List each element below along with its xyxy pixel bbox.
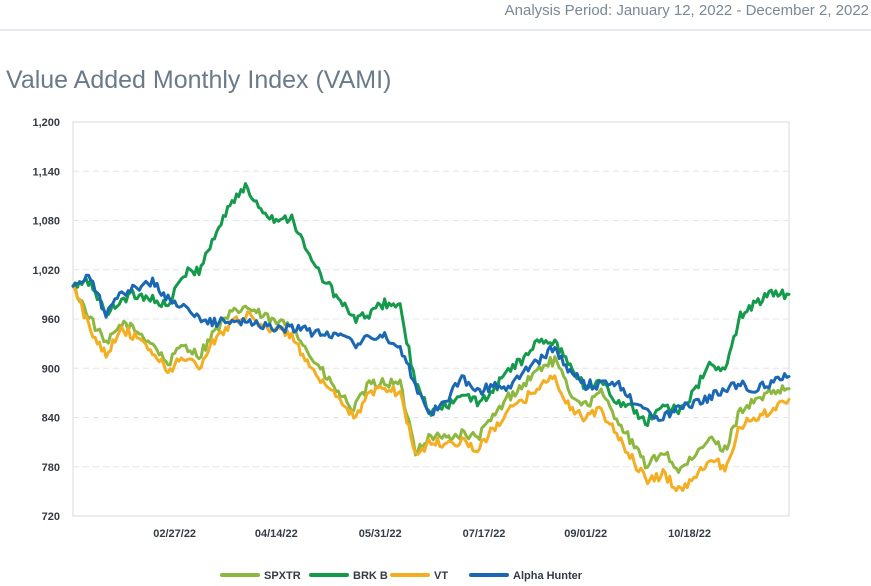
legend[interactable]: SPXTR BRK B VT Alpha Hunter: [220, 570, 583, 582]
plot-area: [72, 121, 790, 517]
x-tick-label: 10/18/22: [668, 528, 711, 540]
x-tick-label: 07/17/22: [463, 528, 506, 540]
legend-item-spxtr[interactable]: SPXTR: [220, 570, 301, 582]
analysis-period: Analysis Period: January 12, 2022 - Dece…: [504, 2, 869, 19]
y-tick-label: 1,020: [32, 265, 60, 277]
legend-label: BRK B: [353, 570, 388, 582]
x-tick-label: 02/27/22: [153, 528, 196, 540]
legend-item-brk-b[interactable]: BRK B: [309, 570, 388, 582]
y-tick-label: 1,140: [32, 166, 60, 178]
y-axis-ticks: 1,200 1,140 1,080 1,020 960 900 840 780 720: [32, 117, 60, 523]
series-lines: [71, 182, 791, 493]
legend-item-vt[interactable]: VT: [390, 570, 448, 582]
legend-label: Alpha Hunter: [513, 570, 583, 582]
x-axis-ticks: 02/27/22 04/14/22 05/31/22 07/17/22 09/01/22…: [153, 528, 711, 540]
series-line-brk-b: [71, 182, 791, 427]
y-tick-label: 900: [42, 363, 60, 375]
series-line-spxtr: [71, 284, 791, 474]
chart-title: Value Added Monthly Index (VAMI): [6, 66, 392, 94]
series-line-alpha-hunter: [71, 273, 791, 422]
x-tick-label: 04/14/22: [255, 528, 298, 540]
legend-label: VT: [434, 570, 448, 582]
y-tick-label: 1,080: [32, 216, 60, 228]
y-tick-label: 960: [42, 314, 60, 326]
x-tick-label: 05/31/22: [359, 528, 402, 540]
y-tick-label: 1,200: [32, 117, 60, 129]
legend-label: SPXTR: [264, 570, 301, 582]
y-tick-label: 840: [42, 413, 60, 425]
y-tick-label: 720: [42, 511, 60, 523]
header-divider: [0, 29, 871, 31]
x-tick-label: 09/01/22: [564, 528, 607, 540]
series-line-vt: [71, 284, 791, 493]
y-tick-label: 780: [42, 462, 60, 474]
plot-frame: [72, 121, 790, 517]
legend-item-alpha-hunter[interactable]: Alpha Hunter: [469, 570, 583, 582]
